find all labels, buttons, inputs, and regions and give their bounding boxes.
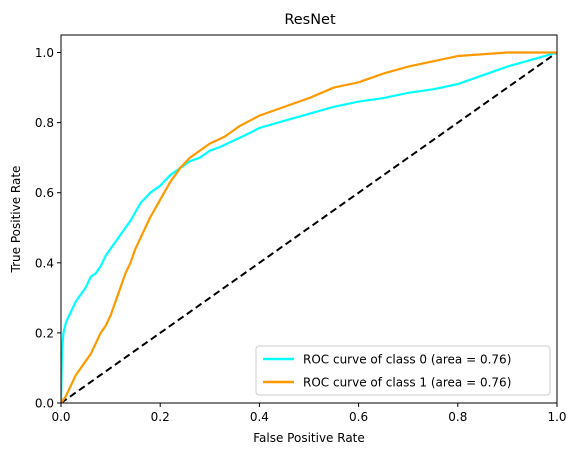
plot-background <box>61 35 557 403</box>
y-tick-label: 0.2 <box>35 326 54 340</box>
x-tick-label: 1.0 <box>547 410 566 424</box>
x-tick-label: 0.0 <box>51 410 70 424</box>
y-tick-label: 0.8 <box>35 116 54 130</box>
legend-label-class-1: ROC curve of class 1 (area = 0.76) <box>303 376 511 390</box>
x-tick-label: 0.6 <box>349 410 368 424</box>
legend: ROC curve of class 0 (area = 0.76) ROC c… <box>255 345 551 396</box>
x-axis-label: False Positive Rate <box>253 431 365 445</box>
x-tick-label: 0.4 <box>250 410 269 424</box>
roc-line-class-1 <box>61 51 557 403</box>
y-tick-label: 0.6 <box>35 186 54 200</box>
x-tick-label: 0.2 <box>151 410 170 424</box>
y-tick-label: 1.0 <box>35 46 54 60</box>
legend-label-class-0: ROC curve of class 0 (area = 0.76) <box>303 353 511 367</box>
legend-box <box>255 345 551 396</box>
plot-frame <box>60 34 558 404</box>
y-tick-label: 0.0 <box>35 397 54 411</box>
chart-title: ResNet <box>284 12 336 28</box>
chance-diagonal-line <box>61 51 557 403</box>
y-axis-label: True Positive Rate <box>9 166 23 274</box>
y-tick-label: 0.4 <box>35 256 54 270</box>
plot-area <box>60 34 558 404</box>
x-tick-label: 0.8 <box>448 410 467 424</box>
